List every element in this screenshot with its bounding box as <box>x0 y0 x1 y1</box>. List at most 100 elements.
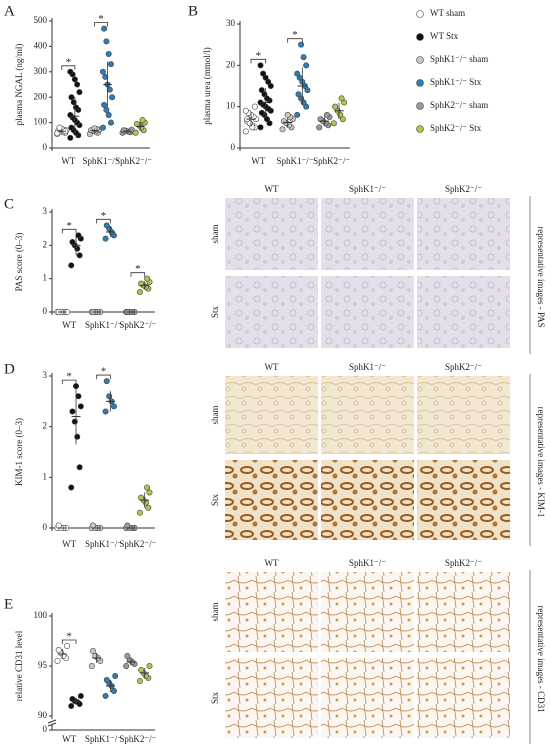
data-point <box>68 262 75 269</box>
data-point <box>102 235 109 242</box>
data-point <box>73 383 80 390</box>
data-point <box>67 111 74 118</box>
data-point <box>330 120 337 127</box>
data-point <box>71 76 78 83</box>
data-point <box>71 418 78 425</box>
data-point <box>338 95 345 102</box>
row-label: sham <box>210 603 220 622</box>
data-point <box>110 687 117 694</box>
y-tick-label: 3 <box>43 370 48 380</box>
data-point <box>260 70 267 77</box>
y-tick-label: 30 <box>226 18 236 28</box>
micrograph <box>225 376 318 454</box>
data-point <box>251 103 258 110</box>
data-point <box>70 99 77 106</box>
micrograph <box>417 658 510 738</box>
legend-marker <box>416 56 424 64</box>
data-point <box>102 408 109 415</box>
data-point <box>54 130 61 137</box>
data-point <box>68 702 75 709</box>
panel-caption: representative images - PAS <box>536 226 546 327</box>
significance-label: * <box>98 13 104 25</box>
data-point <box>136 509 143 516</box>
micrograph <box>417 276 510 348</box>
data-point <box>77 403 84 410</box>
legend-label: SphK2⁻/⁻ sham <box>430 100 488 110</box>
y-tick-label: 0 <box>43 142 48 152</box>
data-point <box>102 73 109 80</box>
legend-marker <box>416 33 424 41</box>
data-point <box>103 106 110 113</box>
x-tick-label: WT <box>62 320 76 330</box>
significance-label: * <box>66 56 72 68</box>
y-axis-title: PAS score (0–3) <box>14 233 24 292</box>
data-point <box>132 129 139 136</box>
data-point <box>144 484 151 491</box>
row-label: Stx <box>210 306 220 319</box>
y-tick-label: 100 <box>34 610 48 620</box>
panel-letter: E <box>4 596 13 612</box>
legend-marker <box>416 79 424 87</box>
row-label: sham <box>210 225 220 244</box>
panel-letter: A <box>4 3 15 19</box>
data-point <box>136 677 143 684</box>
data-point <box>76 252 83 259</box>
panel-caption: representative images - CD31 <box>536 605 546 712</box>
x-tick-label: WT <box>62 539 76 549</box>
y-tick-label: 3 <box>43 206 48 216</box>
y-axis-title: KIM-1 score (0–3) <box>14 418 24 486</box>
data-point <box>102 692 109 699</box>
data-point <box>146 662 153 669</box>
data-point <box>56 124 63 131</box>
column-label: SphK2⁻/⁻ <box>445 558 482 568</box>
data-point <box>112 672 119 679</box>
significance-label: * <box>292 29 298 41</box>
data-point <box>69 239 76 246</box>
y-tick-label: 2 <box>43 239 48 249</box>
column-label: SphK2⁻/⁻ <box>445 362 482 372</box>
data-point <box>103 676 110 683</box>
column-label: WT <box>265 184 279 194</box>
y-tick-label: 90 <box>38 710 48 720</box>
data-point <box>332 103 339 110</box>
y-tick-label: 1 <box>43 471 48 481</box>
significance-bracket <box>94 22 108 27</box>
y-tick-label: 0 <box>231 142 236 152</box>
x-tick-label: SphK1⁻/⁻ <box>85 539 122 549</box>
data-point <box>99 124 106 131</box>
data-point <box>107 61 114 68</box>
column-label: SphK2⁻/⁻ <box>445 184 482 194</box>
data-point <box>90 522 97 529</box>
data-point <box>279 126 286 133</box>
data-point <box>242 107 249 114</box>
y-tick-label: 20 <box>226 59 236 69</box>
data-point <box>103 38 110 45</box>
micrograph <box>321 198 414 270</box>
legend-label: SphK1⁻/⁻ Stx <box>430 77 482 87</box>
significance-bracket <box>61 379 77 385</box>
micrograph <box>225 572 318 652</box>
data-point <box>73 104 80 111</box>
significance-bracket <box>61 65 76 70</box>
data-point <box>67 68 74 75</box>
y-tick-label: 95 <box>38 660 48 670</box>
panel-caption: representative images - KIM-1 <box>536 407 546 518</box>
data-point <box>101 101 108 108</box>
data-point <box>99 68 106 75</box>
data-point <box>258 109 265 116</box>
legend-label: WT Stx <box>430 31 459 41</box>
micrograph <box>225 276 318 348</box>
y-tick-label: 400 <box>34 40 48 50</box>
column-label: SphK1⁻/⁻ <box>349 558 386 568</box>
data-point <box>298 41 305 48</box>
significance-label: * <box>66 371 72 383</box>
significance-label: * <box>256 50 262 62</box>
data-point <box>68 484 75 491</box>
column-label: WT <box>265 362 279 372</box>
micrograph <box>321 658 414 738</box>
data-point <box>64 642 71 649</box>
significance-bracket <box>130 272 146 277</box>
row-label: Stx <box>210 692 220 705</box>
data-point <box>69 695 76 702</box>
